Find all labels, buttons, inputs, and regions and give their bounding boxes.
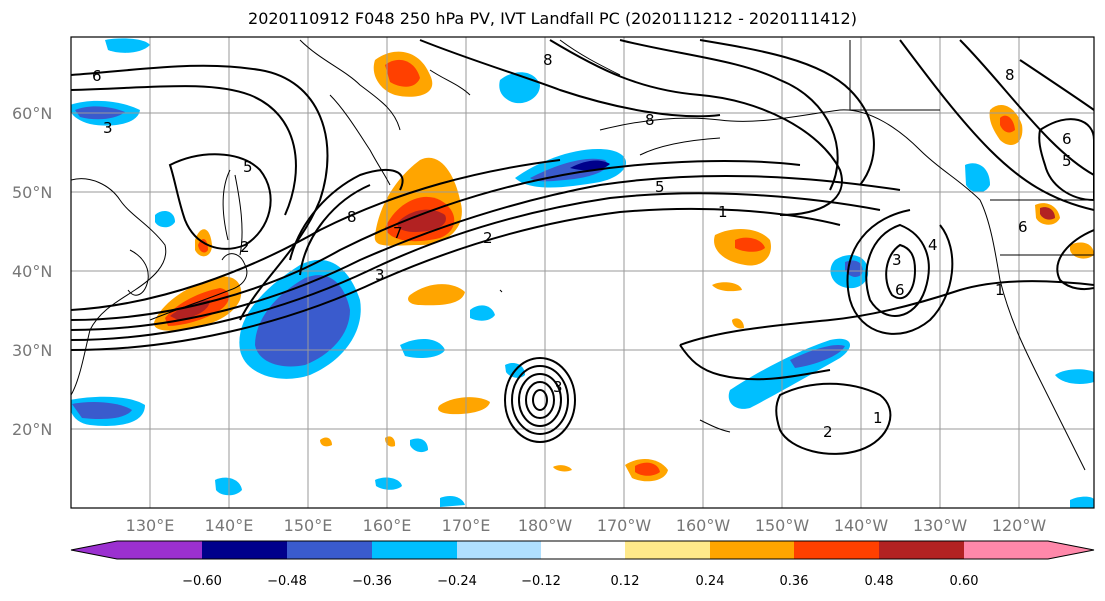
map-border [70, 36, 1095, 509]
contour-label: 6 [1062, 130, 1072, 148]
contour-label: 1 [718, 203, 728, 221]
colorbar-tick-label: −0.60 [182, 574, 222, 589]
contour-label: 3 [375, 266, 385, 284]
lon-label: 130°E [126, 516, 175, 535]
contour-label: 8 [1005, 66, 1015, 84]
colorbar-segment [287, 541, 372, 559]
contour-label: 5 [1062, 152, 1072, 170]
lon-label: 140°W [834, 516, 889, 535]
colorbar-tick-label: −0.48 [267, 574, 307, 589]
colorbar-segment [625, 541, 710, 559]
lat-label: 30°N [12, 341, 52, 360]
lon-label: 170°W [597, 516, 652, 535]
graticule [71, 37, 1094, 508]
contour-label: 2 [483, 229, 493, 247]
colorbar-segment [202, 541, 287, 559]
colorbar-extend-left [71, 541, 117, 559]
contour-label: 3 [553, 378, 563, 396]
contour-label: 2 [823, 423, 833, 441]
contour-label: 2 [240, 238, 250, 256]
colorbar-tick-label: 0.48 [865, 574, 894, 589]
lat-label: 20°N [12, 420, 52, 439]
colorbar-tick-label: −0.36 [352, 574, 392, 589]
latitude-labels: 60°N 50°N 40°N 30°N 20°N [12, 104, 52, 439]
lon-label: 130°W [913, 516, 968, 535]
contour-label: 4 [928, 236, 938, 254]
lon-label: 160°W [676, 516, 731, 535]
map-panel [71, 37, 1094, 508]
colorbar-tick-label: 0.36 [780, 574, 809, 589]
colorbar-segment [710, 541, 794, 559]
colorbar-tick-label: −0.12 [521, 574, 561, 589]
contour-labels: 6 3 5 8 7 2 3 8 8 5 1 2 6 3 4 2 1 1 3 6 … [92, 51, 1072, 441]
colorbar-segment [879, 541, 964, 559]
colorbar-segment [117, 541, 202, 559]
contour-label: 7 [393, 224, 403, 242]
contour-label: 8 [645, 111, 655, 129]
colorbar-segment [794, 541, 879, 559]
contour-label: 6 [895, 281, 905, 299]
lon-label: 140°E [205, 516, 254, 535]
colorbar-segment [964, 541, 1048, 559]
map-title: 2020110912 F048 250 hPa PV, IVT Landfall… [248, 9, 857, 28]
lon-label: 160°E [363, 516, 412, 535]
colorbar: −0.60 −0.48 −0.36 −0.24 −0.12 0.12 0.24 … [70, 540, 1095, 589]
colorbar-outline [70, 540, 1095, 560]
contour-label: 5 [243, 158, 253, 176]
lon-label: 120°W [992, 516, 1047, 535]
contour-label: 8 [347, 208, 357, 226]
contour-label: 3 [892, 251, 902, 269]
contour-label: 5 [655, 178, 665, 196]
contour-label: 6 [92, 67, 102, 85]
lon-label: 170°E [442, 516, 491, 535]
colorbar-segment [372, 541, 457, 559]
colorbar-tick-label: −0.24 [437, 574, 477, 589]
colorbar-extend-right [1048, 541, 1094, 559]
contour-label: 8 [543, 51, 553, 69]
lat-label: 50°N [12, 183, 52, 202]
lon-label: 150°E [284, 516, 333, 535]
contour-label: 6 [1018, 218, 1028, 236]
lat-label: 40°N [12, 262, 52, 281]
colorbar-tick-label: 0.24 [696, 574, 725, 589]
colorbar-tick-label: 0.12 [611, 574, 640, 589]
contour-label: 1 [995, 281, 1005, 299]
longitude-labels: 130°E 140°E 150°E 160°E 170°E 180°W 170°… [126, 516, 1047, 535]
contour-label: 1 [873, 409, 883, 427]
lon-label: 180°W [518, 516, 573, 535]
colorbar-segment [541, 541, 625, 559]
contour-label: 3 [103, 119, 113, 137]
colorbar-segment [457, 541, 541, 559]
lat-label: 60°N [12, 104, 52, 123]
lon-label: 150°W [755, 516, 810, 535]
colorbar-tick-label: 0.60 [950, 574, 979, 589]
contours [71, 39, 1094, 455]
